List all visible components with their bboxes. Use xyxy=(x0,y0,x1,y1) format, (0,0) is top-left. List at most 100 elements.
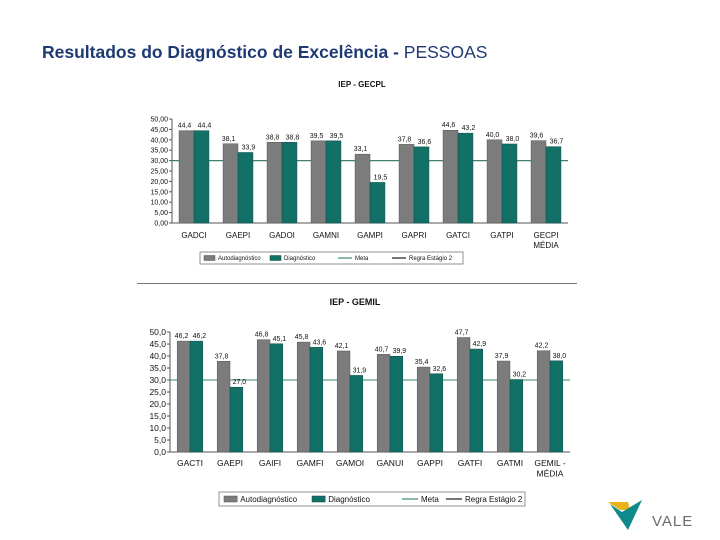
data-label-autodiagnostico: 47,7 xyxy=(455,330,469,337)
bar-diagnostico xyxy=(229,386,244,453)
data-label-diagnostico: 39,5 xyxy=(330,133,344,140)
x-category-label: GAMNI xyxy=(313,231,339,240)
data-label-autodiagnostico: 46,8 xyxy=(255,332,269,339)
data-label-autodiagnostico: 38,8 xyxy=(266,134,280,141)
x-category-label: GAEPI xyxy=(217,458,243,468)
legend-label-regra-estagio-2: Regra Estágio 2 xyxy=(409,256,453,262)
data-label-diagnostico: 45,1 xyxy=(273,336,287,343)
bar-autodiagnostico xyxy=(456,337,471,453)
data-label-autodiagnostico: 37,9 xyxy=(495,353,509,360)
data-label-autodiagnostico: 45,8 xyxy=(295,334,309,341)
y-tick-label: 30,0 xyxy=(149,375,166,385)
legend-label-diagnostico: Diagnóstico xyxy=(328,495,370,504)
vale-logo-text: VALE xyxy=(652,513,693,530)
vale-logo-v-icon xyxy=(610,500,642,530)
bar-diagnostico xyxy=(413,146,430,224)
x-category-label: GACTI xyxy=(177,458,203,468)
bar-diagnostico xyxy=(545,146,562,224)
legend-swatch-diagnostico xyxy=(269,255,282,261)
data-label-autodiagnostico: 42,1 xyxy=(335,343,349,350)
legend-label-meta: Meta xyxy=(421,495,439,504)
data-label-autodiagnostico: 42,2 xyxy=(535,343,549,350)
y-tick-label: 15,00 xyxy=(150,189,168,196)
y-tick-label: 10,00 xyxy=(150,200,168,207)
data-label-autodiagnostico: 37,8 xyxy=(215,353,229,360)
data-label-diagnostico: 46,2 xyxy=(193,333,207,340)
data-label-autodiagnostico: 44,6 xyxy=(442,122,456,129)
y-tick-label: 5,0 xyxy=(154,435,166,445)
x-category-label: GATFI xyxy=(458,458,482,468)
data-label-diagnostico: 36,7 xyxy=(550,139,564,146)
data-label-autodiagnostico: 40,7 xyxy=(375,346,389,353)
bar-autodiagnostico xyxy=(336,350,351,453)
legend-swatch-diagnostico xyxy=(311,495,326,503)
data-label-diagnostico: 43,2 xyxy=(462,125,476,132)
chart-title: IEP - GEMIL xyxy=(330,297,381,307)
bar-autodiagnostico xyxy=(536,350,551,453)
x-category-label: GAPPI xyxy=(417,458,443,468)
chart-title: IEP - GECPL xyxy=(338,80,386,89)
data-label-autodiagnostico: 40,0 xyxy=(486,132,500,139)
y-tick-label: 45,0 xyxy=(149,339,166,349)
x-category-label: GAEPI xyxy=(226,231,250,240)
vale-logo: VALE xyxy=(608,500,693,530)
bar-autodiagnostico xyxy=(376,354,391,453)
data-label-autodiagnostico: 33,1 xyxy=(354,146,368,153)
x-category-label: GATMI xyxy=(497,458,523,468)
legend-label-autodiagnostico: Autodiagnóstico xyxy=(240,495,297,504)
slide-title-suffix: PESSOAS xyxy=(403,42,488,62)
bar-diagnostico xyxy=(549,360,564,453)
bar-autodiagnostico xyxy=(256,339,271,453)
legend-box xyxy=(218,491,526,507)
x-category-label: GECPI xyxy=(534,231,559,240)
slide-title-main: Resultados do Diagnóstico de Excelência … xyxy=(42,42,404,62)
x-category-label: GATPI xyxy=(490,231,513,240)
y-tick-label: 45,00 xyxy=(150,127,168,134)
chart-divider xyxy=(137,283,577,284)
data-label-diagnostico: 30,2 xyxy=(513,372,527,379)
legend-label-regra-estagio-2: Regra Estágio 2 xyxy=(465,495,523,504)
y-tick-label: 0,0 xyxy=(154,447,166,457)
bar-diagnostico xyxy=(189,340,204,453)
data-label-diagnostico: 38,0 xyxy=(553,353,567,360)
data-label-diagnostico: 38,8 xyxy=(286,134,300,141)
x-category-label: GAMOI xyxy=(336,458,364,468)
y-tick-label: 25,00 xyxy=(150,168,168,175)
y-tick-label: 5,00 xyxy=(154,210,168,217)
bar-diagnostico xyxy=(501,143,518,224)
legend-box xyxy=(199,251,464,265)
y-tick-label: 40,00 xyxy=(150,137,168,144)
data-label-diagnostico: 38,0 xyxy=(506,136,520,143)
data-label-autodiagnostico: 39,6 xyxy=(530,133,544,140)
data-label-autodiagnostico: 37,8 xyxy=(398,136,412,143)
y-tick-label: 30,00 xyxy=(150,158,168,165)
x-category-label: GADCI xyxy=(181,231,206,240)
x-category-label: GEMIL - xyxy=(534,458,565,468)
x-category-label: GANUI xyxy=(377,458,404,468)
bar-diagnostico xyxy=(349,375,364,453)
data-label-autodiagnostico: 38,1 xyxy=(222,136,236,143)
y-tick-label: 25,0 xyxy=(149,387,166,397)
bar-diagnostico xyxy=(269,343,284,453)
legend-label-autodiagnostico: Autodiagnóstico xyxy=(218,256,261,262)
bar-diagnostico xyxy=(369,182,386,224)
bar-diagnostico xyxy=(469,348,484,453)
data-label-diagnostico: 33,9 xyxy=(242,144,256,151)
y-tick-label: 0,00 xyxy=(154,220,168,227)
data-label-autodiagnostico: 35,4 xyxy=(415,359,429,366)
data-label-diagnostico: 42,9 xyxy=(473,341,487,348)
x-category-label: GAMFI xyxy=(297,458,324,468)
y-tick-label: 15,0 xyxy=(149,411,166,421)
data-label-diagnostico: 32,6 xyxy=(433,366,447,373)
data-label-diagnostico: 36,6 xyxy=(418,139,432,146)
data-label-diagnostico: 39,9 xyxy=(393,348,407,355)
y-tick-label: 10,0 xyxy=(149,423,166,433)
bar-autodiagnostico xyxy=(296,341,311,453)
y-tick-label: 35,0 xyxy=(149,363,166,373)
data-label-diagnostico: 43,6 xyxy=(313,339,327,346)
y-tick-label: 35,00 xyxy=(150,148,168,155)
legend-label-diagnostico: Diagnóstico xyxy=(284,256,316,262)
bar-diagnostico xyxy=(457,132,474,224)
